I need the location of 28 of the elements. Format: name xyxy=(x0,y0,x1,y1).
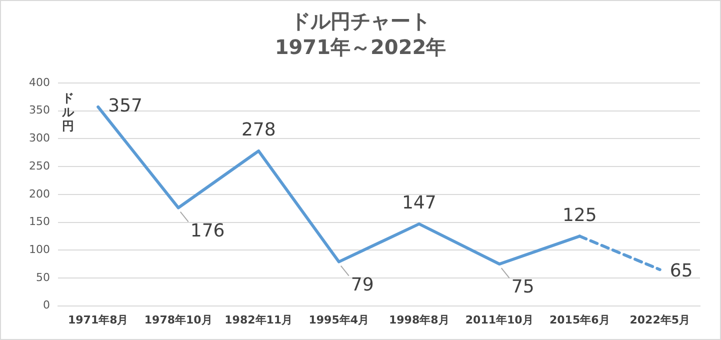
y-tick-label: 300 xyxy=(28,132,50,145)
x-tick-label: 1998年8月 xyxy=(388,313,450,326)
chart-subtitle: 1971年～2022年 xyxy=(274,35,446,60)
y-tick-label: 150 xyxy=(28,215,50,228)
y-axis-title: ドル円 xyxy=(60,91,75,134)
x-tick-label: 2015年6月 xyxy=(549,313,610,326)
data-label: 357 xyxy=(108,96,142,117)
y-tick-label: 400 xyxy=(28,76,50,89)
data-label: 75 xyxy=(511,276,534,298)
data-label: 125 xyxy=(562,204,597,226)
data-label: 278 xyxy=(241,120,276,141)
y-tick-label: 50 xyxy=(36,270,50,284)
data-label: 147 xyxy=(402,192,436,214)
x-tick-label: 1982年11月 xyxy=(224,313,293,326)
y-tick-label: 200 xyxy=(28,187,50,200)
data-label: 65 xyxy=(670,260,693,282)
x-tick-label: 2022年5月 xyxy=(630,313,690,326)
x-tick-label: 1971年8月 xyxy=(68,313,128,326)
chart-title: ドル円チャート xyxy=(290,9,430,34)
y-tick-label: 350 xyxy=(28,104,50,117)
x-tick-label: 1995年4月 xyxy=(308,313,370,326)
data-label: 176 xyxy=(190,220,225,242)
y-tick-label: 250 xyxy=(28,159,50,172)
data-label: 79 xyxy=(350,274,374,296)
y-tick-label: 0 xyxy=(42,298,50,312)
y-tick-label: 100 xyxy=(28,242,50,256)
x-tick-label: 1978年10月 xyxy=(144,313,212,326)
x-tick-label: 2011年10月 xyxy=(465,313,534,326)
